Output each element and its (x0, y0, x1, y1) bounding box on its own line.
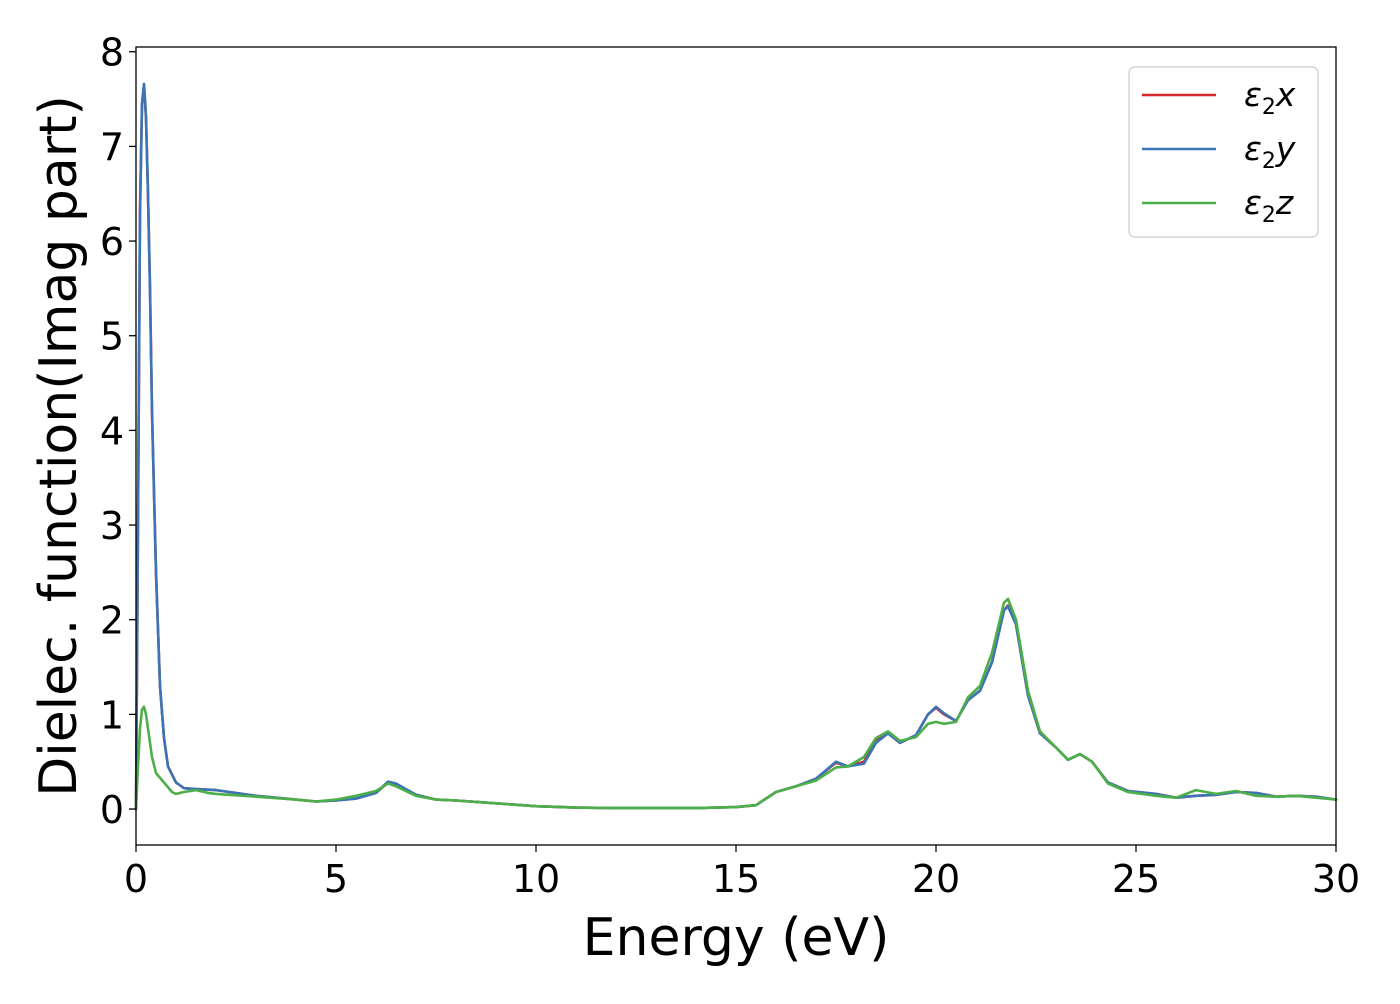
legend-label-z: ε2z (1244, 183, 1294, 228)
x-tick-label: 0 (124, 857, 148, 901)
x-axis-label: Energy (eV) (583, 908, 890, 968)
y-tick-label: 6 (100, 220, 124, 264)
legend-label-y: ε2y (1244, 129, 1296, 174)
x-tick-label: 30 (1312, 857, 1360, 901)
y-axis-label: Dielec. function(Imag part) (29, 95, 89, 797)
y-tick-label: 1 (100, 693, 124, 737)
x-tick-label: 5 (324, 857, 348, 901)
x-tick-label: 15 (712, 857, 760, 901)
y-tick-label: 5 (100, 315, 124, 359)
y-tick-label: 4 (100, 409, 124, 453)
y-tick-label: 7 (100, 125, 124, 169)
y-tick-label: 8 (100, 31, 124, 75)
x-ticks: 0 5 10 15 20 25 30 (124, 845, 1360, 901)
y-tick-label: 0 (100, 788, 124, 832)
y-tick-label: 2 (100, 599, 124, 643)
x-tick-label: 25 (1112, 857, 1160, 901)
series-line-z (134, 597, 1338, 811)
x-tick-label: 20 (912, 857, 960, 901)
legend-label-x: ε2x (1244, 75, 1296, 120)
x-tick-label: 10 (512, 857, 560, 901)
legend-frame (1128, 66, 1319, 238)
legend: ε2x ε2y ε2z (1128, 66, 1319, 238)
y-ticks: 0 1 2 3 4 5 6 7 8 (100, 31, 136, 832)
y-tick-label: 3 (100, 504, 124, 548)
legend-items: ε2x ε2y ε2z (1142, 75, 1296, 228)
series-layer (134, 82, 1338, 811)
